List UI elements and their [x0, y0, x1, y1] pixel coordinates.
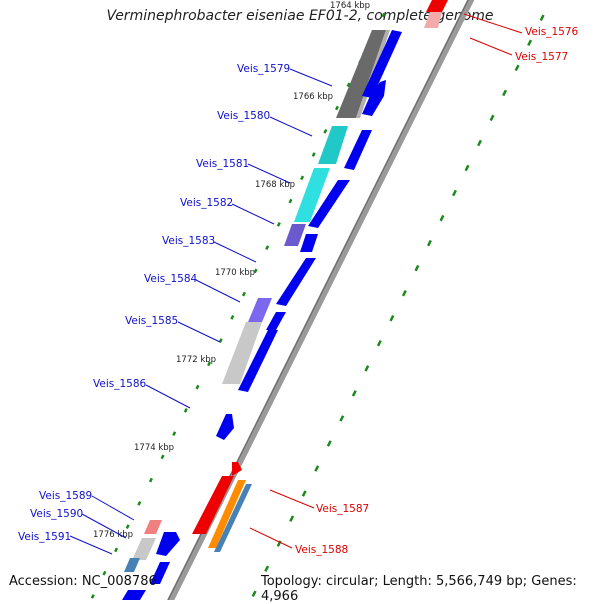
gene-label-veis-1580[interactable]: Veis_1580: [217, 110, 270, 122]
gene-label-veis-1583[interactable]: Veis_1583: [162, 235, 215, 247]
feature-veis-1582[interactable]: [284, 224, 306, 246]
gene-label-veis-1591[interactable]: Veis_1591: [18, 531, 71, 543]
gene-label-veis-1584[interactable]: Veis_1584: [144, 273, 198, 285]
feature-veis-1585[interactable]: [222, 298, 272, 384]
gene-label-veis-1590[interactable]: Veis_1590: [30, 508, 83, 520]
gene-label-veis-1579[interactable]: Veis_1579: [237, 63, 290, 75]
outer-tick-track: [249, 0, 553, 600]
gene-label-veis-1589[interactable]: Veis_1589: [39, 490, 92, 502]
kbp-mark-1772: 1772 kbp: [176, 355, 216, 365]
label-leaders: [69, 13, 523, 555]
gene-label-veis-1586[interactable]: Veis_1586: [93, 378, 147, 390]
feature-veis-1591[interactable]: [122, 558, 170, 600]
kbp-mark-1774: 1774 kbp: [134, 443, 174, 453]
gene-label-veis-1577[interactable]: Veis_1577: [515, 51, 568, 63]
kbp-mark-1776: 1776 kbp: [93, 530, 133, 540]
accession-text: Accession: NC_008786: [9, 574, 157, 589]
feature-veis-1589[interactable]: [144, 520, 162, 534]
gene-label-veis-1576[interactable]: Veis_1576: [525, 26, 579, 38]
kbp-mark-1766: 1766 kbp: [293, 92, 333, 102]
cds-forward-track[interactable]: [216, 30, 402, 440]
gene-label-veis-1587[interactable]: Veis_1587: [316, 503, 369, 515]
feature-veis-1590[interactable]: [132, 532, 180, 560]
gene-label-veis-1581[interactable]: Veis_1581: [196, 158, 249, 170]
kbp-mark-1764: 1764 kbp: [330, 1, 370, 11]
gene-label-veis-1582[interactable]: Veis_1582: [180, 197, 233, 209]
kbp-mark-1770: 1770 kbp: [215, 268, 255, 278]
gene-label-veis-1585[interactable]: Veis_1585: [125, 315, 178, 327]
gene-label-veis-1588[interactable]: Veis_1588: [295, 544, 348, 556]
feature-veis-1587[interactable]: [192, 462, 242, 534]
feature-veis-1581[interactable]: [294, 168, 330, 222]
feature-veis-1580[interactable]: [318, 126, 348, 164]
feature-veis-1577[interactable]: [424, 12, 442, 28]
feature-veis-1576[interactable]: [426, 0, 448, 12]
map-title: Verminephrobacter eiseniae EF01-2, compl…: [106, 8, 494, 24]
feature-veis-1588[interactable]: [208, 480, 252, 552]
kbp-mark-1768: 1768 kbp: [255, 180, 295, 190]
